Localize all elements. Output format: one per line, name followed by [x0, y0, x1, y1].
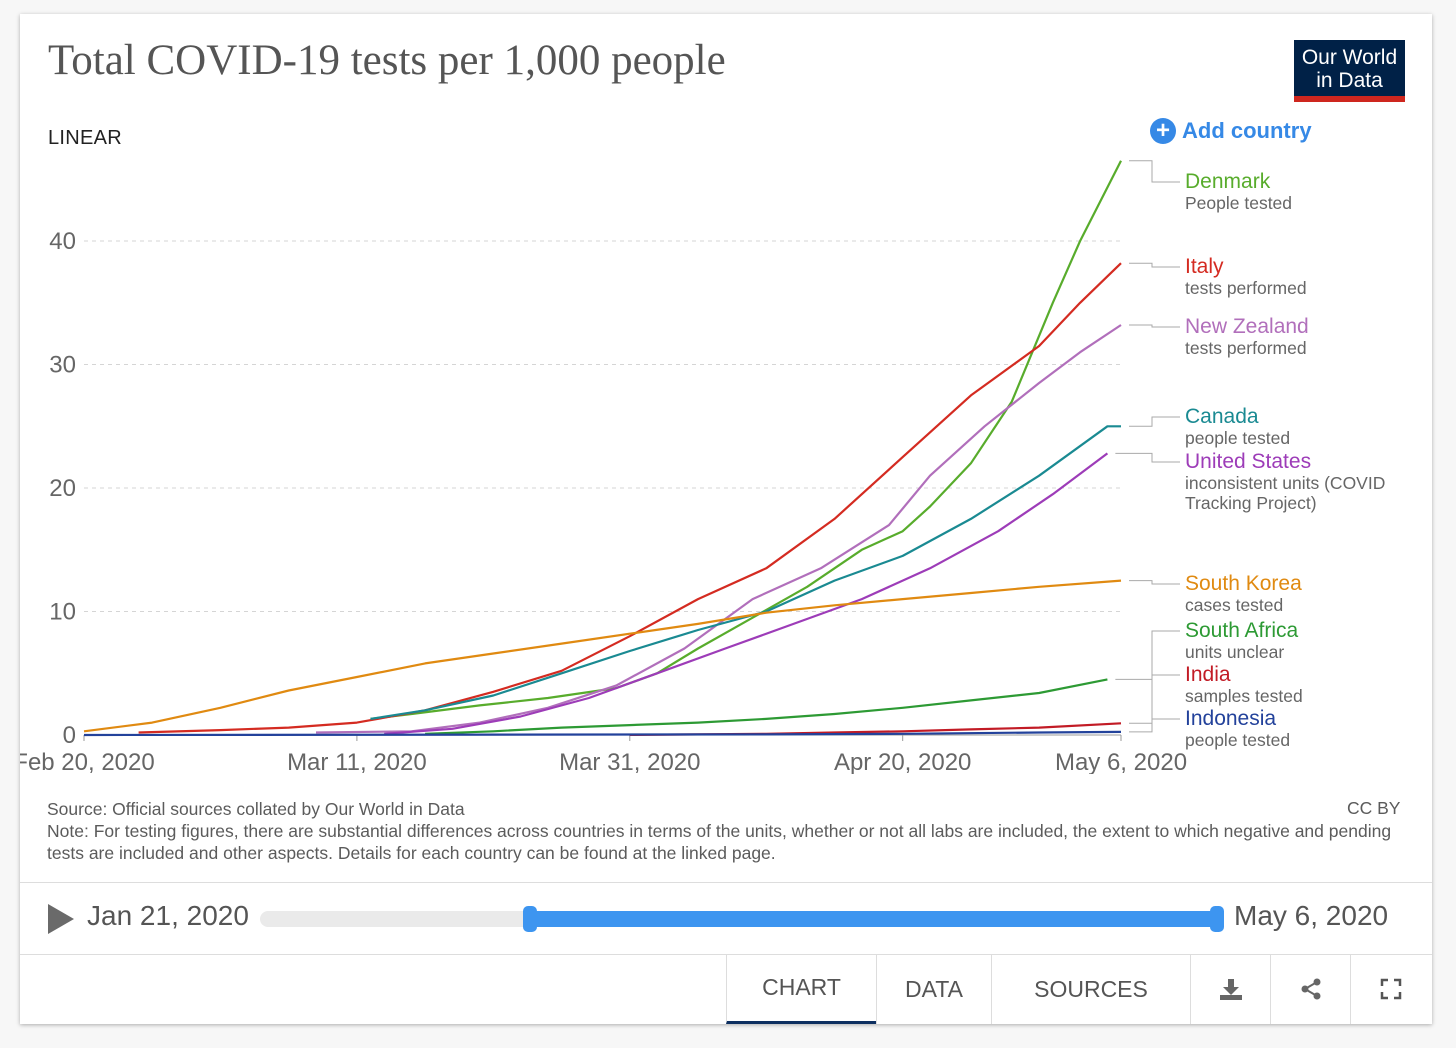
add-country-label: Add country: [1182, 118, 1312, 143]
share-button[interactable]: [1270, 954, 1350, 1024]
series-label-unit: inconsistent units (COVID: [1185, 473, 1385, 493]
note-text: Note: For testing figures, there are sub…: [47, 821, 1392, 863]
x-tick-label: Mar 31, 2020: [559, 749, 700, 774]
series-label-unit: People tested: [1185, 193, 1292, 213]
timeline-end-label: May 6, 2020: [1234, 900, 1389, 931]
series-label-name: South Korea: [1185, 572, 1302, 595]
fullscreen-button[interactable]: [1350, 954, 1430, 1024]
x-tick-label: Mar 11, 2020: [287, 749, 427, 774]
series-line-italy: [138, 262, 1122, 734]
owid-logo[interactable]: Our World in Data: [1294, 40, 1405, 102]
chart-card: Total COVID-19 tests per 1,000 people Ou…: [20, 14, 1432, 1024]
series-label-unit: samples tested: [1185, 686, 1303, 706]
label-connector: [1129, 674, 1180, 724]
series-label-unit: Tracking Project): [1185, 493, 1317, 513]
tab-chart[interactable]: CHART: [726, 954, 876, 1024]
y-tick-label: 10: [49, 599, 76, 626]
series-line-south-africa: [425, 678, 1108, 735]
label-connector: [1129, 262, 1180, 268]
series-label-unit: people tested: [1185, 428, 1290, 448]
y-tick-label: 20: [49, 475, 76, 502]
add-country-button[interactable]: + Add country: [1150, 118, 1312, 144]
tab-data[interactable]: DATA: [876, 954, 991, 1024]
series-label-unit: tests performed: [1185, 338, 1307, 358]
y-tick-label: 0: [63, 722, 76, 749]
chart-footer: Source: Official sources collated by Our…: [47, 798, 1403, 864]
y-tick-label: 40: [49, 228, 76, 255]
play-icon[interactable]: [48, 904, 74, 934]
label-connector: [1129, 718, 1180, 733]
timeline-end-handle[interactable]: [1210, 906, 1224, 932]
series-label-name: South Africa: [1185, 619, 1299, 642]
series-label-unit: people tested: [1185, 730, 1290, 750]
series-label-unit: units unclear: [1185, 642, 1284, 662]
label-connector: [1115, 630, 1180, 680]
label-connector: [1129, 160, 1180, 183]
timeline-start-label: Jan 21, 2020: [87, 900, 249, 931]
series-label-unit: tests performed: [1185, 278, 1307, 298]
divider: [20, 882, 1432, 883]
x-tick-label: May 6, 2020: [1055, 749, 1187, 774]
label-connector: [1115, 452, 1180, 463]
series-label-name: United States: [1185, 450, 1311, 473]
source-text: Source: Official sources collated by Our…: [47, 799, 465, 819]
series-label-name: New Zealand: [1185, 315, 1309, 338]
line-chart: 0 10 20 30 40 Feb 20, 2020 Mar 11, 2020 Mar 31,…: [20, 160, 1385, 774]
series-line-south-korea: [83, 579, 1122, 733]
timeline-selected-range[interactable]: [530, 911, 1218, 927]
series-line-denmark: [370, 160, 1122, 720]
x-tick-label: Feb 20, 2020: [20, 749, 155, 774]
label-connector: [1129, 580, 1180, 585]
series-label-unit: cases tested: [1185, 595, 1283, 615]
series-label-name: Denmark: [1185, 170, 1271, 193]
chart-title: Total COVID-19 tests per 1,000 people: [48, 37, 726, 84]
x-tick-label: Apr 20, 2020: [834, 749, 971, 774]
label-connector: [1129, 324, 1180, 328]
timeline-start-handle[interactable]: [523, 906, 537, 932]
share-icon: [1301, 978, 1320, 1000]
y-tick-label: 30: [49, 352, 76, 379]
fullscreen-icon: [1380, 978, 1401, 1000]
tab-sources[interactable]: SOURCES: [991, 954, 1190, 1024]
download-button[interactable]: [1190, 954, 1270, 1024]
series-line-indonesia: [83, 730, 1122, 737]
download-icon: [1219, 979, 1242, 1000]
series-label-name: Canada: [1185, 405, 1259, 428]
plus-circle-icon: +: [1150, 118, 1176, 144]
logo-line-2: in Data: [1316, 69, 1383, 92]
label-connector: [1129, 416, 1180, 427]
series-label-name: India: [1185, 663, 1231, 686]
license-link[interactable]: CC BY: [1347, 798, 1401, 818]
scale-toggle[interactable]: LINEAR: [48, 127, 123, 149]
series-line-canada: [370, 425, 1121, 720]
series-label-name: Italy: [1185, 255, 1224, 278]
series-line-new-zealand: [315, 324, 1122, 734]
series-line-united-states: [384, 452, 1109, 735]
logo-line-1: Our World: [1301, 46, 1398, 69]
tab-bar: CHART DATA SOURCES: [726, 954, 1430, 1024]
series-label-name: Indonesia: [1185, 707, 1276, 730]
